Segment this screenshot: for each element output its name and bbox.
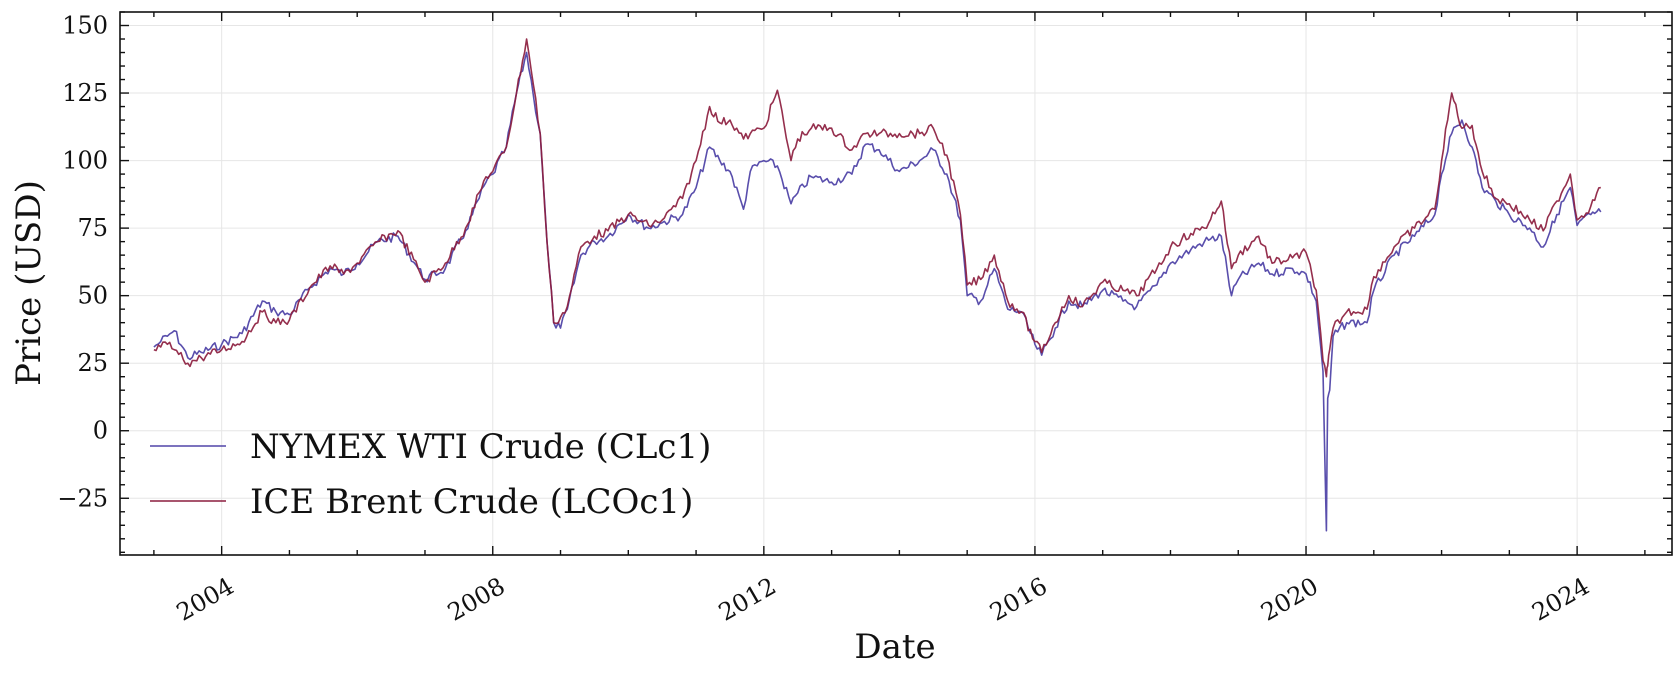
axis-ticks: −25 0 25 50 75 100 125 150 2004 2008 2012 2016 2020 2… [57, 11, 1672, 627]
y-tick-label: 75 [77, 214, 108, 242]
legend-wti-label: NYMEX WTI Crude (CLc1) [250, 427, 711, 467]
y-axis-title: Price (USD) [9, 180, 49, 386]
y-tick-label: 50 [77, 282, 108, 310]
legend: NYMEX WTI Crude (CLc1) ICE Brent Crude (… [150, 427, 711, 522]
x-tick-label: 2024 [1527, 572, 1594, 627]
x-tick-label: 2012 [714, 572, 781, 627]
y-tick-label: 150 [62, 12, 108, 40]
x-tick-label: 2016 [985, 572, 1052, 627]
legend-brent-label: ICE Brent Crude (LCOc1) [250, 482, 693, 522]
x-tick-label: 2020 [1256, 572, 1323, 627]
y-tick-label: 0 [93, 417, 108, 445]
x-tick-label: 2008 [443, 572, 510, 627]
y-tick-label: −25 [57, 484, 108, 512]
y-tick-label: 100 [62, 147, 108, 175]
x-tick-label: 2004 [172, 572, 239, 627]
y-tick-label: 25 [77, 349, 108, 377]
grid-lines [120, 12, 1672, 555]
plot-frame [119, 11, 1673, 556]
series-brent-line [153, 38, 1601, 378]
series-layer [153, 38, 1602, 532]
series-wti-line [153, 51, 1602, 532]
x-axis-title: Date [854, 627, 935, 667]
y-tick-label: 125 [62, 79, 108, 107]
